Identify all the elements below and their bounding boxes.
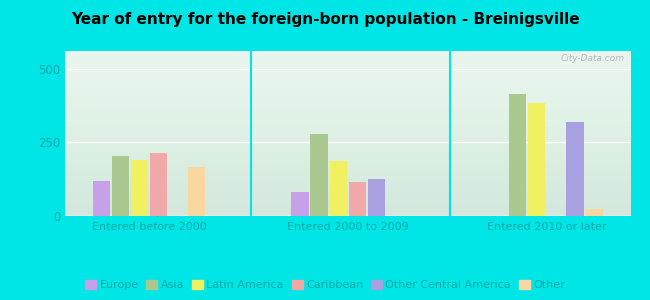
Bar bbox=[330, 161, 347, 216]
Bar bbox=[348, 182, 366, 216]
Bar bbox=[567, 122, 584, 216]
Text: Year of entry for the foreign-born population - Breinigsville: Year of entry for the foreign-born popul… bbox=[71, 12, 579, 27]
Text: City-Data.com: City-Data.com bbox=[561, 54, 625, 63]
Bar bbox=[528, 103, 545, 216]
Bar bbox=[188, 167, 205, 216]
Bar bbox=[131, 160, 148, 216]
Legend: Europe, Asia, Latin America, Caribbean, Other Central America, Other: Europe, Asia, Latin America, Caribbean, … bbox=[81, 275, 569, 294]
Bar bbox=[311, 134, 328, 216]
Bar bbox=[93, 181, 110, 216]
Bar bbox=[150, 153, 167, 216]
Bar bbox=[112, 156, 129, 216]
Bar bbox=[509, 94, 527, 216]
Bar bbox=[368, 179, 385, 216]
Bar bbox=[586, 208, 603, 216]
Bar bbox=[291, 192, 309, 216]
